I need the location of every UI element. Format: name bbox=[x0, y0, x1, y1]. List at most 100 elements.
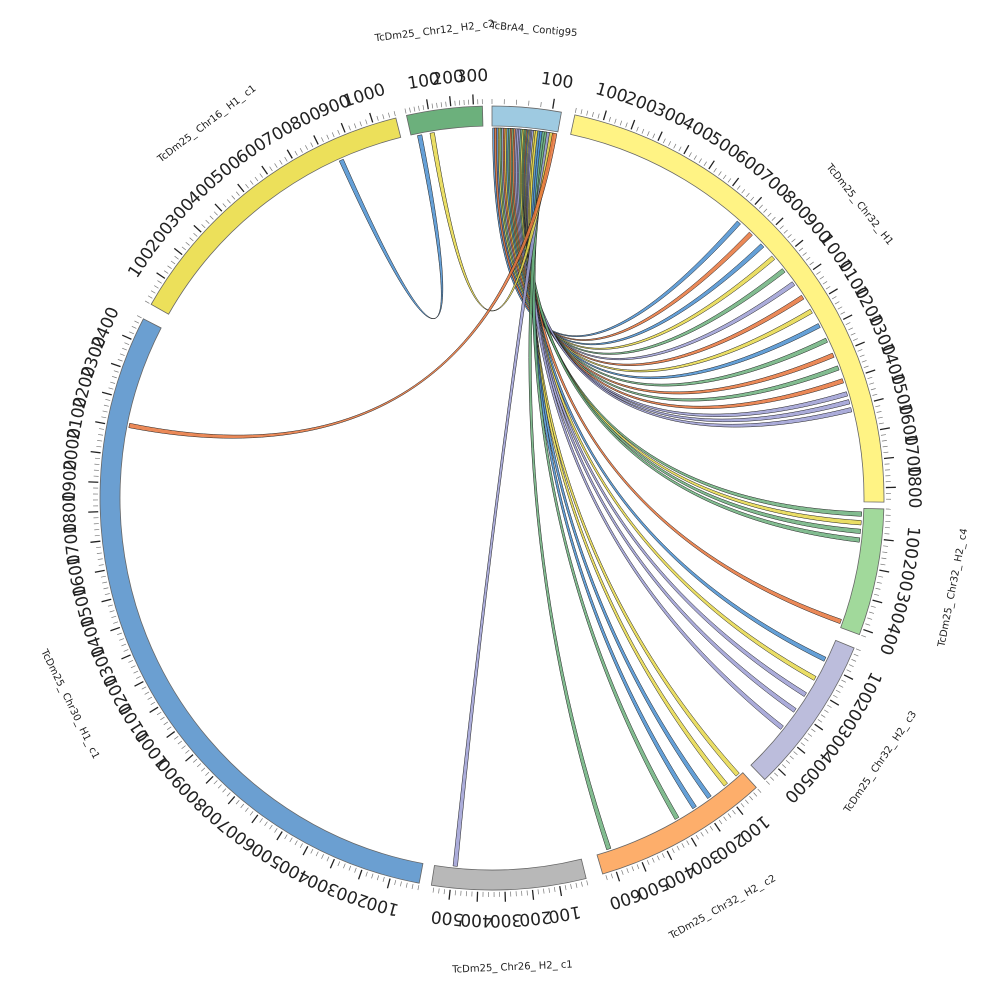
segment-chr12_h2_c2 bbox=[406, 105, 484, 136]
minor-tick bbox=[299, 147, 303, 153]
minor-tick bbox=[700, 831, 704, 837]
minor-tick bbox=[785, 759, 791, 764]
minor-tick bbox=[354, 867, 357, 873]
minor-tick bbox=[353, 123, 357, 129]
minor-tick bbox=[543, 888, 545, 894]
minor-tick bbox=[791, 238, 796, 243]
minor-tick bbox=[750, 196, 755, 201]
minor-tick bbox=[254, 176, 259, 182]
minor-tick bbox=[832, 694, 838, 698]
minor-tick bbox=[226, 792, 231, 797]
minor-tick bbox=[867, 617, 873, 620]
minor-tick bbox=[831, 296, 837, 300]
minor-tick bbox=[264, 821, 268, 827]
major-tick bbox=[883, 456, 895, 460]
minor-tick bbox=[798, 247, 804, 252]
minor-tick bbox=[873, 593, 880, 596]
major-tick bbox=[94, 569, 105, 573]
minor-tick bbox=[163, 270, 169, 274]
minor-tick bbox=[432, 887, 435, 893]
minor-tick bbox=[376, 115, 379, 121]
minor-tick bbox=[189, 237, 194, 242]
minor-tick bbox=[289, 837, 293, 843]
minor-tick bbox=[128, 660, 134, 663]
minor-tick bbox=[681, 843, 685, 848]
minor-tick bbox=[853, 653, 859, 657]
major-tick bbox=[302, 845, 309, 856]
minor-tick bbox=[422, 104, 425, 111]
major-tick bbox=[90, 540, 101, 543]
minor-tick bbox=[802, 252, 807, 256]
minor-tick bbox=[822, 281, 828, 285]
major-tick bbox=[683, 144, 690, 155]
link-30 bbox=[531, 131, 680, 820]
major-tick bbox=[794, 239, 804, 248]
segment-label-chr30_h1_c1: TcDm25_ Chr30_ H1_ c1 bbox=[38, 647, 101, 761]
minor-tick bbox=[98, 564, 104, 566]
minor-tick bbox=[757, 788, 762, 793]
minor-tick bbox=[870, 388, 876, 391]
minor-tick bbox=[371, 873, 374, 879]
major-tick bbox=[214, 203, 223, 212]
minor-tick bbox=[99, 428, 105, 430]
minor-tick bbox=[718, 171, 722, 176]
major-tick bbox=[843, 674, 854, 680]
minor-tick bbox=[870, 605, 876, 608]
link-17 bbox=[519, 128, 862, 526]
minor-tick bbox=[736, 185, 741, 190]
major-tick bbox=[121, 334, 132, 340]
tick-label: 1700 bbox=[60, 522, 85, 567]
minor-tick bbox=[404, 108, 407, 114]
major-tick bbox=[173, 247, 183, 256]
minor-tick bbox=[741, 189, 746, 194]
minor-tick bbox=[671, 848, 675, 854]
links-layer bbox=[128, 127, 863, 867]
minor-tick bbox=[315, 851, 319, 857]
minor-tick bbox=[166, 726, 172, 730]
tick-label: 300 bbox=[886, 589, 914, 626]
tick-label: 1900 bbox=[59, 459, 81, 503]
minor-tick bbox=[156, 711, 162, 716]
minor-tick bbox=[703, 161, 707, 167]
minor-tick bbox=[850, 332, 856, 336]
minor-tick bbox=[745, 192, 750, 198]
minor-tick bbox=[564, 885, 567, 891]
minor-tick bbox=[767, 212, 772, 217]
minor-tick bbox=[872, 393, 878, 396]
minor-tick bbox=[678, 146, 682, 152]
major-tick bbox=[261, 165, 269, 175]
minor-tick bbox=[108, 387, 114, 390]
minor-tick bbox=[150, 701, 156, 706]
minor-tick bbox=[641, 128, 645, 134]
minor-tick bbox=[586, 110, 589, 116]
major-tick bbox=[855, 341, 865, 347]
minor-tick bbox=[418, 105, 420, 111]
minor-tick bbox=[804, 737, 809, 742]
tick-label: 600 bbox=[607, 884, 644, 913]
minor-tick bbox=[841, 679, 847, 683]
minor-tick bbox=[881, 557, 887, 560]
minor-tick bbox=[413, 106, 416, 112]
minor-tick bbox=[621, 869, 624, 875]
minor-tick bbox=[807, 733, 813, 737]
tick-label: 200 bbox=[518, 906, 552, 929]
minor-tick bbox=[652, 133, 656, 139]
minor-tick bbox=[749, 796, 753, 801]
major-tick bbox=[814, 723, 824, 731]
major-tick bbox=[796, 746, 806, 754]
minor-tick bbox=[393, 111, 396, 117]
minor-tick bbox=[109, 610, 115, 613]
major-tick bbox=[313, 135, 319, 145]
minor-tick bbox=[321, 137, 324, 143]
minor-tick bbox=[102, 581, 108, 584]
minor-tick bbox=[880, 563, 886, 566]
major-tick bbox=[369, 112, 374, 123]
major-tick bbox=[134, 680, 144, 687]
major-tick bbox=[276, 831, 283, 841]
segment-chr32_h1 bbox=[570, 114, 885, 503]
major-tick bbox=[237, 183, 245, 193]
major-tick bbox=[736, 806, 744, 816]
minor-tick bbox=[662, 138, 666, 144]
major-tick bbox=[708, 160, 715, 170]
minor-tick bbox=[337, 861, 341, 867]
